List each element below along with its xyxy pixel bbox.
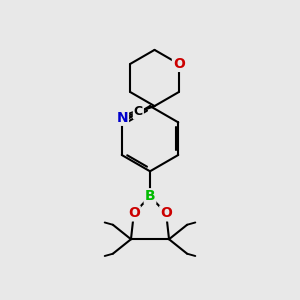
Text: N: N xyxy=(116,111,128,125)
Text: C: C xyxy=(134,105,143,119)
Text: O: O xyxy=(173,57,185,71)
Text: O: O xyxy=(160,206,172,220)
Text: O: O xyxy=(128,206,140,220)
Text: B: B xyxy=(145,189,155,203)
